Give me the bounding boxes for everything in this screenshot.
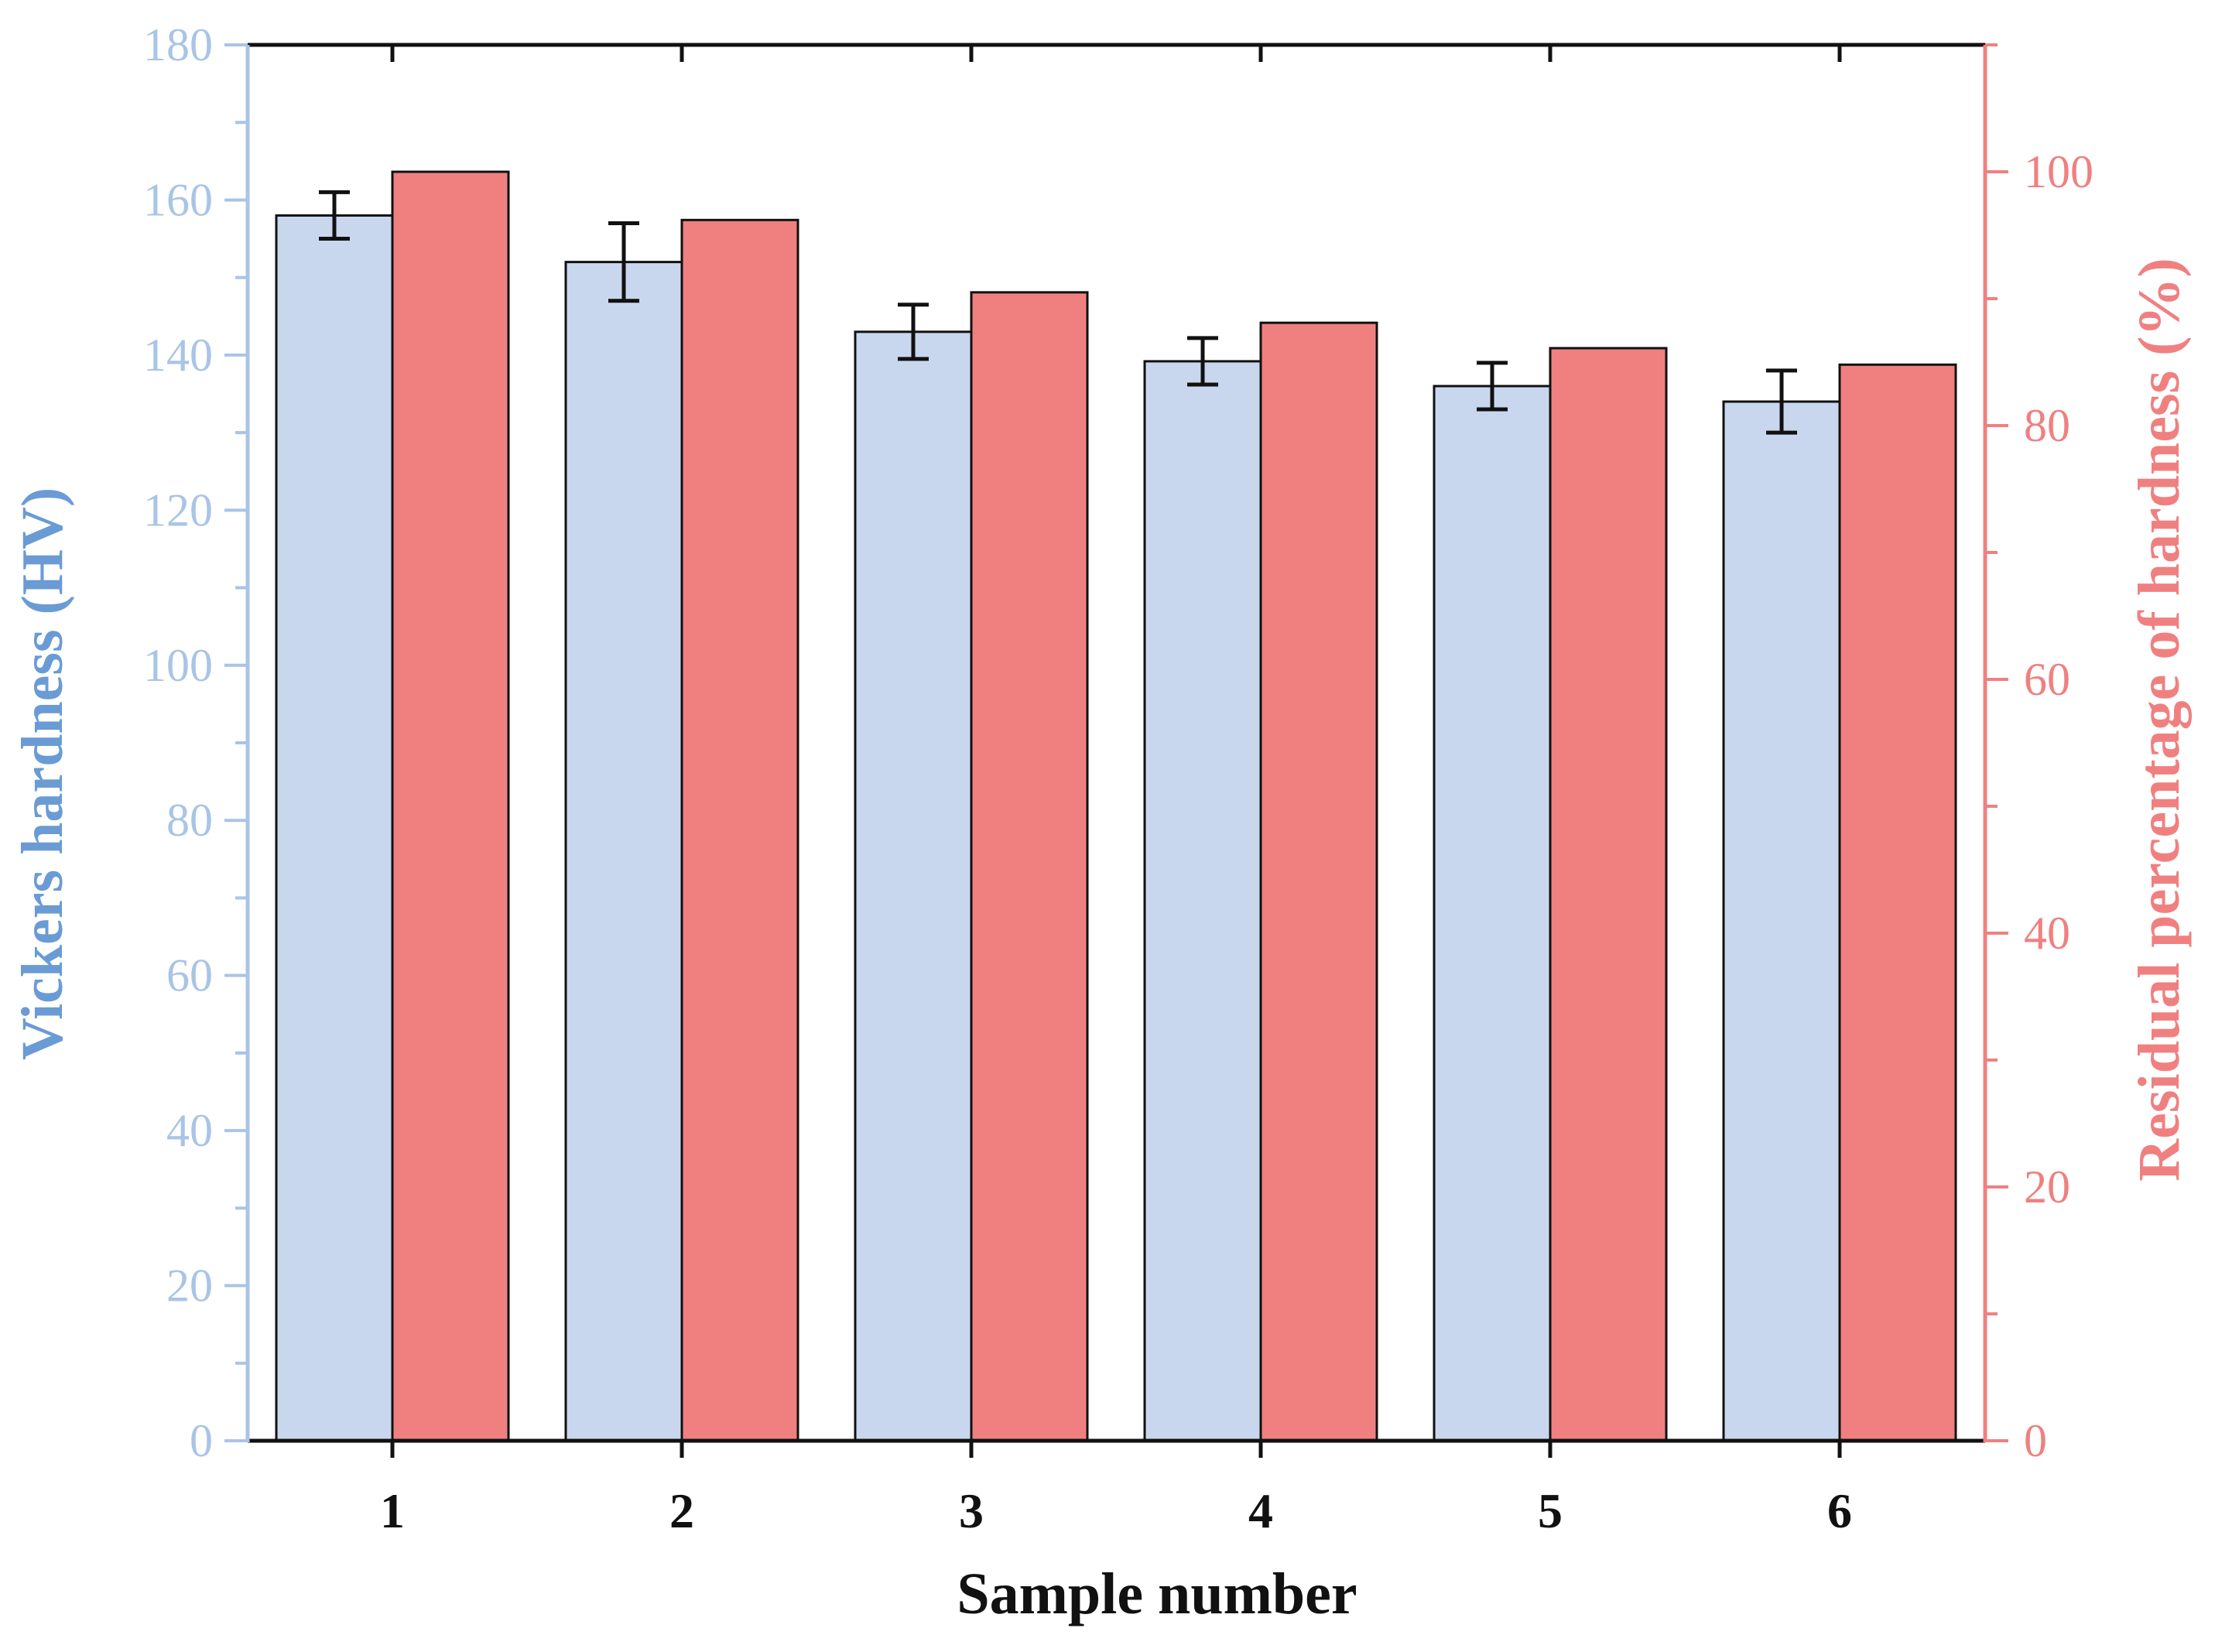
x-tick-label: 1 <box>380 1483 405 1538</box>
right-y-tick-label: 20 <box>2024 1161 2070 1212</box>
left-y-tick-label: 160 <box>143 174 213 225</box>
residual-bar <box>970 291 1089 1442</box>
x-axis-title: Sample number <box>957 1561 1357 1626</box>
left-y-tick-label: 40 <box>166 1105 213 1156</box>
left-y-axis-title: Vickers hardness (HV) <box>10 487 75 1060</box>
residual-bar <box>1259 321 1378 1442</box>
vickers-bar <box>1433 385 1552 1442</box>
right-y-tick-label: 0 <box>2024 1415 2047 1466</box>
x-tick-label: 6 <box>1827 1483 1852 1538</box>
left-y-tick-label: 80 <box>166 795 213 846</box>
left-y-tick-label: 180 <box>143 19 213 70</box>
vickers-bar <box>564 261 683 1442</box>
bars-layer <box>275 170 1957 1442</box>
vickers-bar <box>1143 360 1262 1442</box>
left-y-tick-label: 100 <box>143 640 213 691</box>
x-tick-label: 4 <box>1248 1483 1273 1538</box>
left-y-tick-label: 20 <box>166 1260 213 1312</box>
x-tick-label: 2 <box>669 1483 694 1538</box>
vickers-bar <box>854 330 973 1442</box>
residual-bar <box>1549 347 1668 1442</box>
right-y-tick-label: 100 <box>2024 146 2093 197</box>
x-tick-label: 5 <box>1538 1483 1563 1538</box>
axes-layer: 1 2 3 4 5 60204060801001201401601800204060801… <box>143 19 2093 1538</box>
left-y-tick-label: 60 <box>166 950 213 1001</box>
right-y-tick-label: 40 <box>2024 908 2070 959</box>
right-y-axis-title: Residual percentage of hardness (%) <box>2127 258 2192 1181</box>
left-y-tick-label: 120 <box>143 484 213 535</box>
residual-bar <box>391 170 510 1442</box>
left-y-tick-label: 0 <box>190 1415 213 1466</box>
x-tick-label: 3 <box>959 1483 984 1538</box>
vickers-bar <box>1722 400 1841 1442</box>
residual-bar <box>680 218 799 1442</box>
left-y-tick-label: 140 <box>143 330 213 381</box>
vickers-bar <box>275 214 394 1442</box>
right-y-tick-label: 80 <box>2024 400 2070 451</box>
right-y-tick-label: 60 <box>2024 654 2070 705</box>
residual-bar <box>1838 363 1957 1442</box>
